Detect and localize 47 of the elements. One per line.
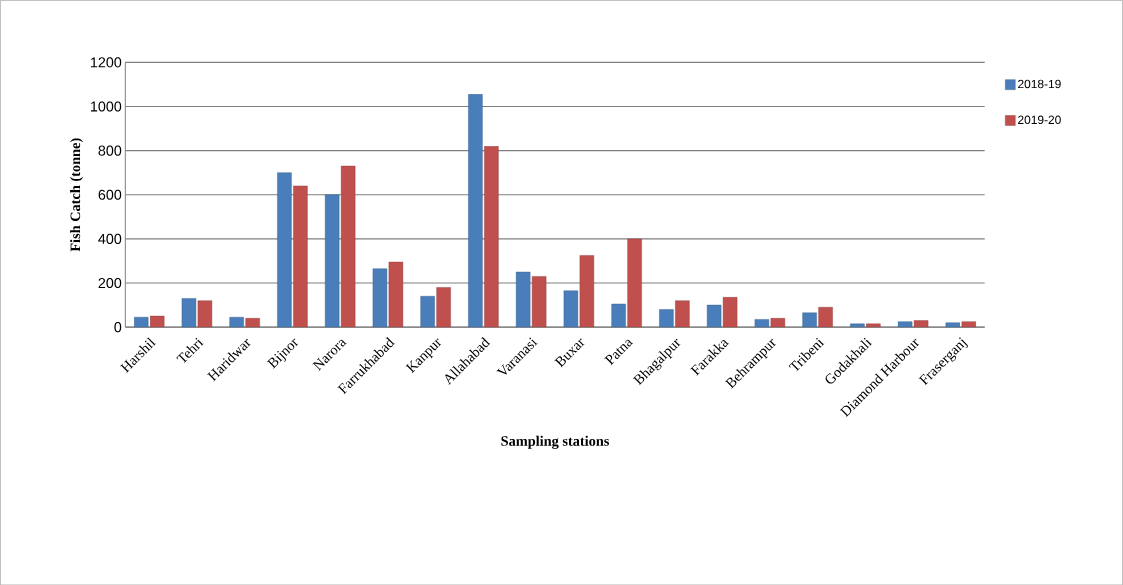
bar [722, 296, 738, 327]
y-tick-label: 200 [98, 277, 122, 288]
bar [531, 276, 547, 327]
bar [277, 172, 292, 327]
bar [961, 321, 977, 327]
bar [913, 320, 929, 327]
y-axis-title: Fish Catch (tonne) [70, 138, 84, 252]
bar [134, 316, 149, 327]
bar [802, 312, 817, 327]
bar [420, 295, 435, 327]
bar [436, 287, 451, 327]
bar [945, 322, 961, 327]
bar [611, 303, 626, 327]
y-tick-label: 1200 [91, 57, 122, 68]
bar [659, 309, 674, 327]
x-axis-title: Sampling stations [501, 435, 610, 449]
y-tick-label: 400 [98, 233, 122, 244]
bar [468, 93, 483, 327]
bar [372, 268, 388, 327]
bar [706, 304, 722, 327]
y-tick-label: 600 [98, 189, 122, 200]
bar [181, 298, 197, 327]
bar [340, 165, 356, 327]
bar [484, 145, 499, 327]
bar [515, 271, 531, 327]
bar [897, 321, 913, 327]
bar [850, 323, 865, 327]
bar [818, 306, 833, 327]
bar [293, 185, 308, 327]
y-tick-label: 800 [98, 145, 122, 156]
bar [149, 315, 165, 327]
y-tick-label: 1000 [91, 101, 122, 112]
bar [324, 194, 340, 327]
bar [245, 317, 260, 327]
y-tick-label: 0 [114, 321, 122, 333]
bar [770, 317, 786, 327]
legend-label: 2018-19 [1018, 79, 1061, 89]
bar [866, 323, 881, 327]
bar [754, 319, 770, 327]
bar [197, 300, 213, 327]
bar [579, 255, 595, 327]
bar [675, 300, 690, 327]
legend-label: 2019-20 [1018, 115, 1061, 124]
bar [627, 238, 642, 327]
bar [388, 261, 404, 327]
bar [229, 316, 244, 327]
bar [563, 290, 579, 327]
